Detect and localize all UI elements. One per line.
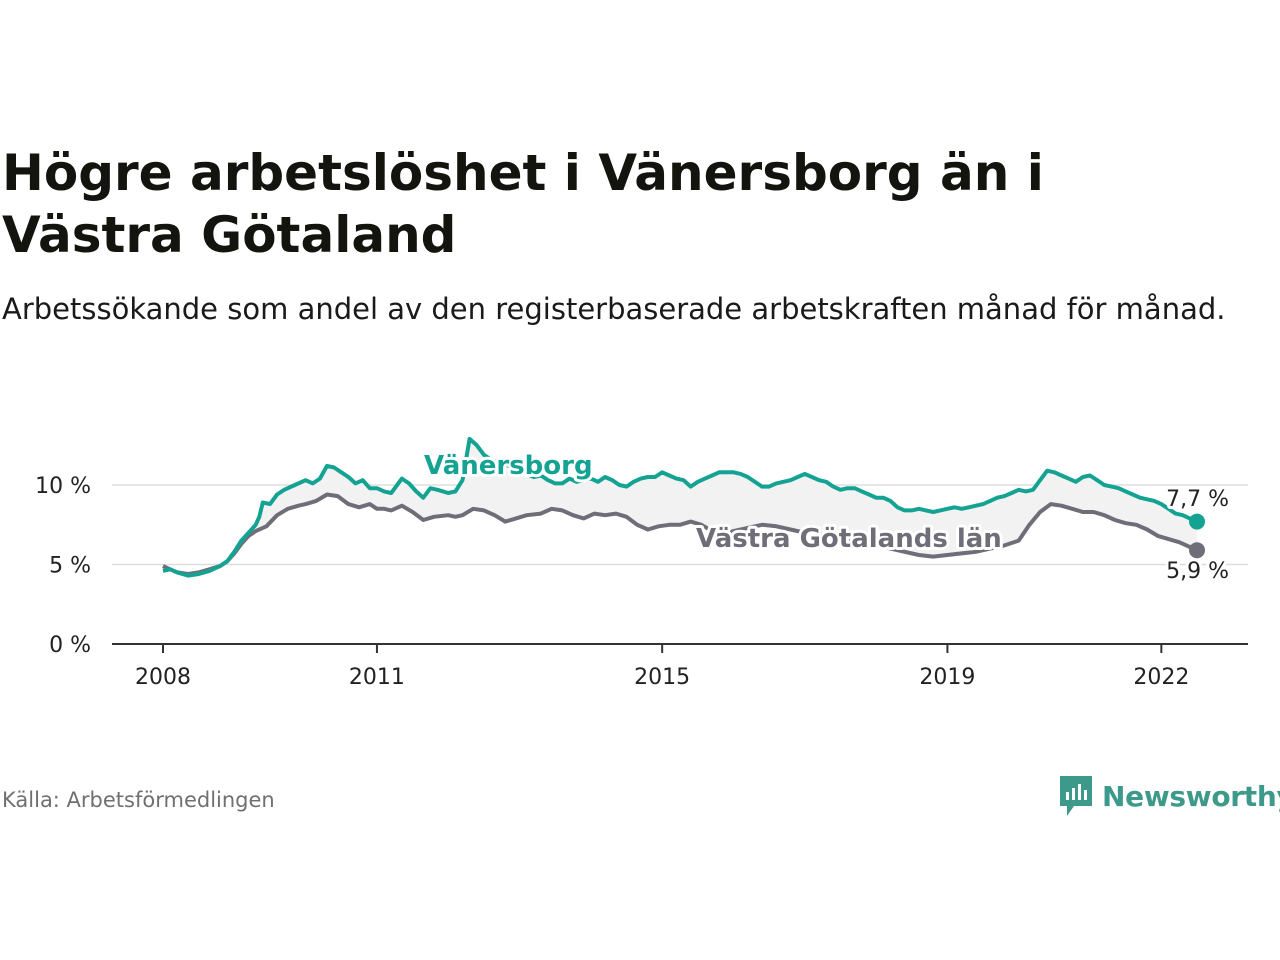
chart-subtitle: Arbetssökande som andel av den registerb… bbox=[2, 292, 1226, 326]
y-tick-label: 0 % bbox=[49, 633, 91, 658]
line-chart: 0 % 5 % 10 % 2008 2011 2015 2019 2022 Vänersbor… bbox=[35, 436, 1248, 690]
series-line-vanersborg bbox=[162, 436, 1198, 578]
y-tick-label: 10 % bbox=[35, 474, 91, 499]
endpoint-vanersborg bbox=[1189, 513, 1205, 530]
x-tick-label: 2008 bbox=[135, 665, 191, 690]
x-tick-label: 2022 bbox=[1133, 665, 1189, 690]
grid-layer: 0 % 5 % 10 % 2008 2011 2015 2019 2022 bbox=[35, 474, 1248, 690]
series-label-vastra-gotalands-lan: Västra Götalands län bbox=[696, 524, 1002, 554]
x-tick-label: 2011 bbox=[349, 665, 405, 690]
x-tick-label: 2019 bbox=[919, 665, 975, 690]
series-label-vanersborg: Vänersborg bbox=[424, 451, 593, 481]
labels-layer: Vänersborg Västra Götalands län 7,7 % 5,9 % bbox=[421, 448, 1232, 587]
difference-band bbox=[163, 438, 1197, 576]
end-value-label-vanersborg: 7,7 % bbox=[1166, 487, 1229, 512]
series-lines-layer bbox=[162, 436, 1205, 578]
chart-title: Högre arbetslöshet i Vänersborg än i Väs… bbox=[2, 144, 1044, 264]
y-tick-label: 5 % bbox=[49, 554, 91, 579]
x-tick-label: 2015 bbox=[634, 665, 690, 690]
difference-band-layer bbox=[163, 438, 1197, 576]
newsworthy-logo-text: Newsworthy bbox=[1102, 779, 1280, 813]
source-note: Källa: Arbetsförmedlingen bbox=[2, 788, 275, 812]
newsworthy-logo[interactable]: Newsworthy bbox=[1058, 772, 1280, 820]
series-line-vastra-gotalands-lan bbox=[162, 492, 1198, 576]
end-value-label-vastra-gotalands-lan: 5,9 % bbox=[1166, 559, 1229, 584]
newsworthy-logo-icon bbox=[1060, 776, 1092, 816]
endpoint-vastra-gotalands-lan bbox=[1189, 542, 1205, 559]
